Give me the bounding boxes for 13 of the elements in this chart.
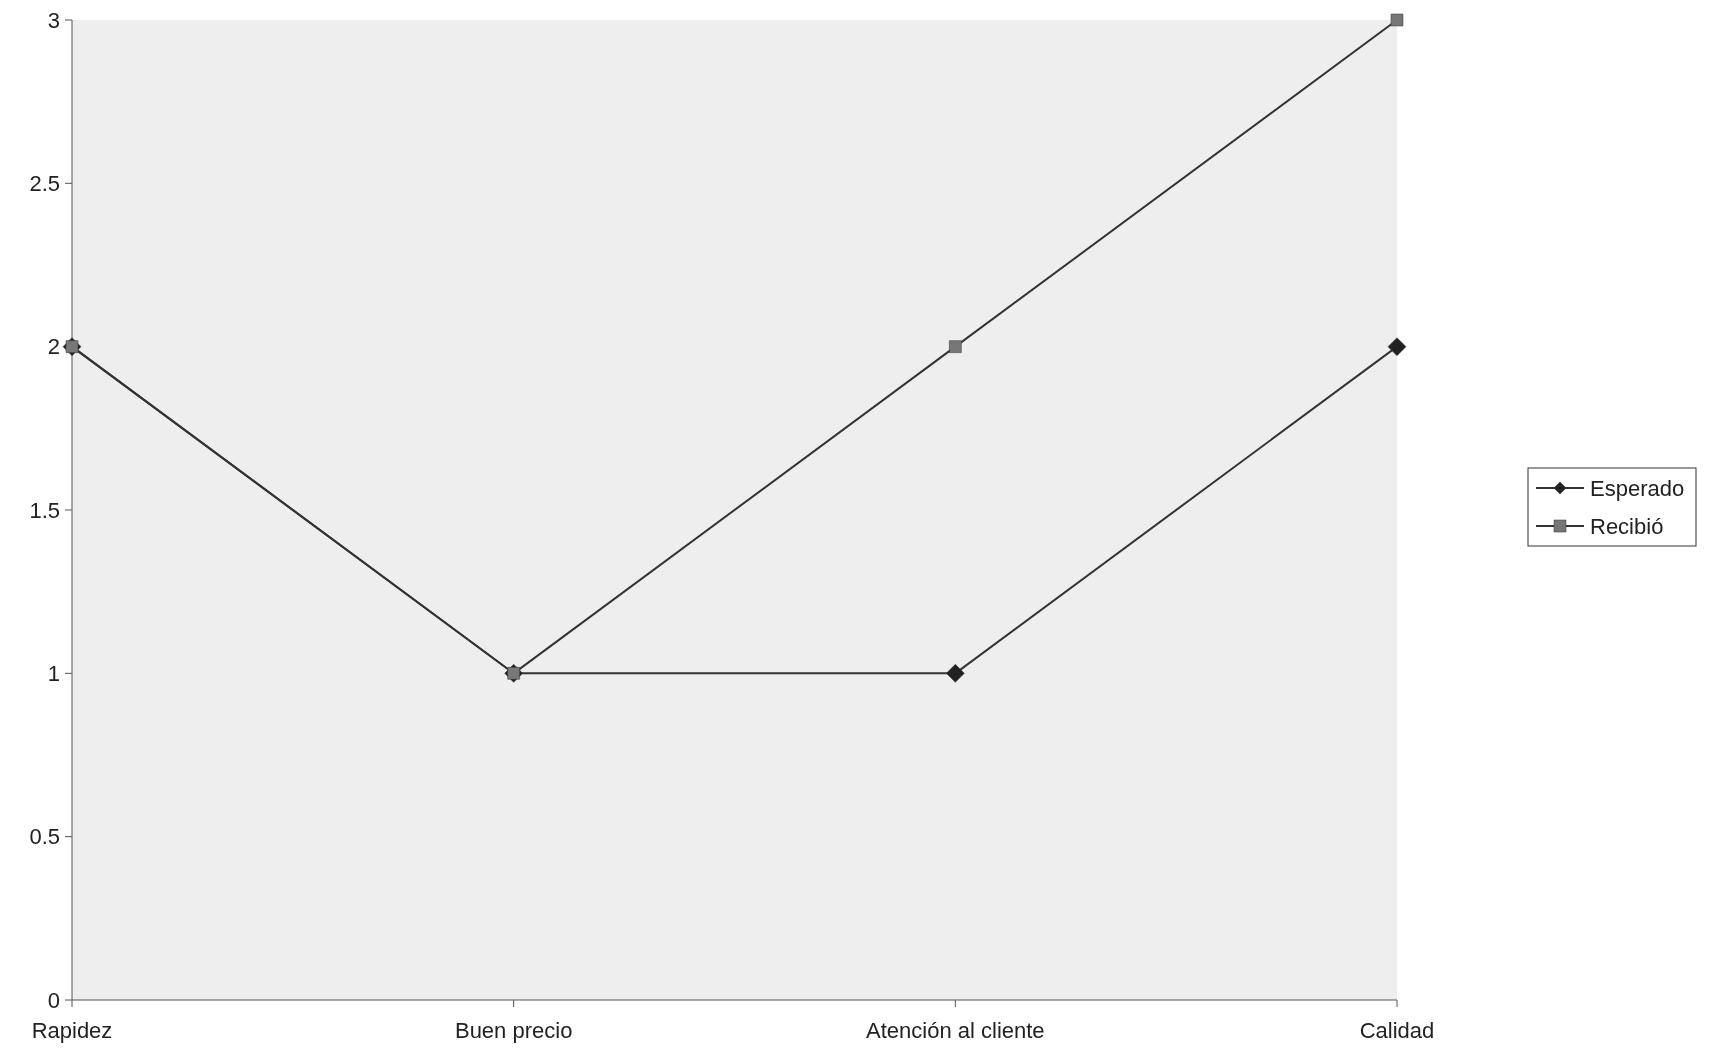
x-tick-label: Buen precio [454,1018,573,1043]
y-tick-label: 1 [47,661,60,687]
x-tick-label: Calidad [1359,1018,1435,1043]
legend-label: Esperado [1590,475,1685,501]
legend-label: Recibió [1590,513,1664,539]
y-tick-label: 1.5 [29,497,60,523]
y-tick-label: 3 [47,7,60,33]
y-tick-label: 2.5 [29,171,60,197]
y-tick-label: 2 [47,334,60,360]
x-tick-label: Rapidez [31,1018,113,1043]
x-tick-label: Atención al cliente [866,1018,1045,1043]
y-tick-label: 0.5 [29,824,60,850]
y-tick-label: 0 [47,987,60,1013]
